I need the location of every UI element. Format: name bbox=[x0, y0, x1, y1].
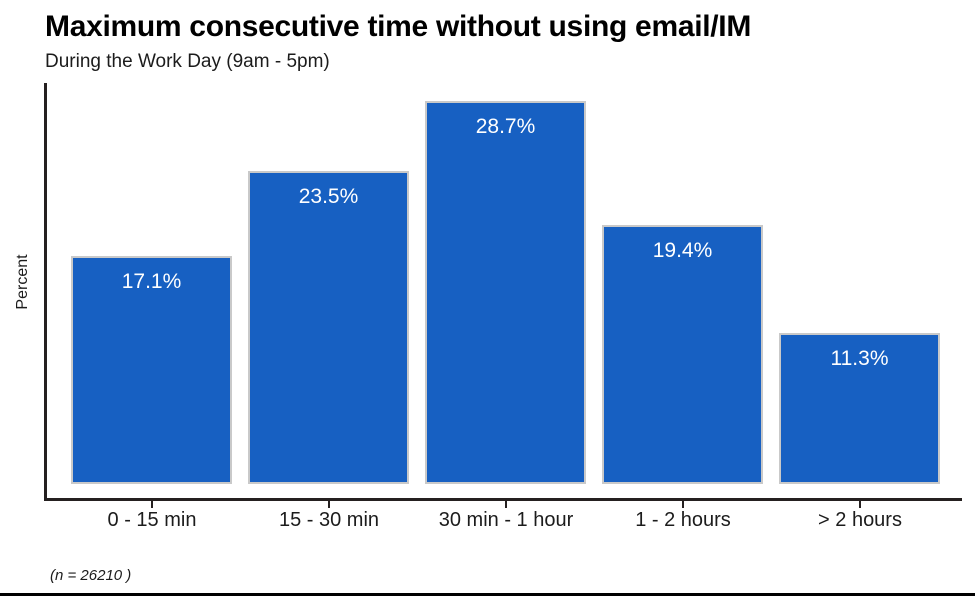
bar-value-label: 19.4% bbox=[652, 239, 713, 262]
bar-4: 19.4% bbox=[602, 225, 763, 484]
bar-1: 17.1% bbox=[71, 256, 232, 484]
y-axis-label: Percent bbox=[14, 254, 31, 310]
x-axis-tick bbox=[682, 501, 684, 508]
x-axis-tick bbox=[859, 501, 861, 508]
chart-subtitle: During the Work Day (9am - 5pm) bbox=[45, 51, 330, 72]
chart-title: Maximum consecutive time without using e… bbox=[45, 10, 752, 43]
bar-value-label: 28.7% bbox=[475, 115, 536, 138]
x-axis-tick bbox=[151, 501, 153, 508]
x-axis-category-label: 1 - 2 hours bbox=[635, 509, 731, 531]
bar-3: 28.7% bbox=[425, 101, 586, 484]
x-axis-tick bbox=[505, 501, 507, 508]
bar-value-label: 11.3% bbox=[830, 347, 889, 370]
plot-area: 17.1% 23.5% 28.7% 19.4% 11.3% bbox=[44, 83, 962, 501]
bar-2: 23.5% bbox=[248, 171, 409, 484]
bar-5: 11.3% bbox=[779, 333, 940, 484]
x-axis-category-label: 15 - 30 min bbox=[278, 509, 380, 531]
bottom-rule bbox=[0, 593, 975, 596]
x-axis-category-label: 0 - 15 min bbox=[107, 509, 197, 531]
x-axis-tick bbox=[328, 501, 330, 508]
sample-size-note: (n = 26210 ) bbox=[50, 567, 132, 584]
bar-value-label: 17.1% bbox=[121, 270, 182, 293]
bar-value-label: 23.5% bbox=[298, 185, 359, 208]
x-axis-category-label: 30 min - 1 hour bbox=[438, 509, 574, 531]
x-axis-category-label: > 2 hours bbox=[818, 509, 902, 531]
